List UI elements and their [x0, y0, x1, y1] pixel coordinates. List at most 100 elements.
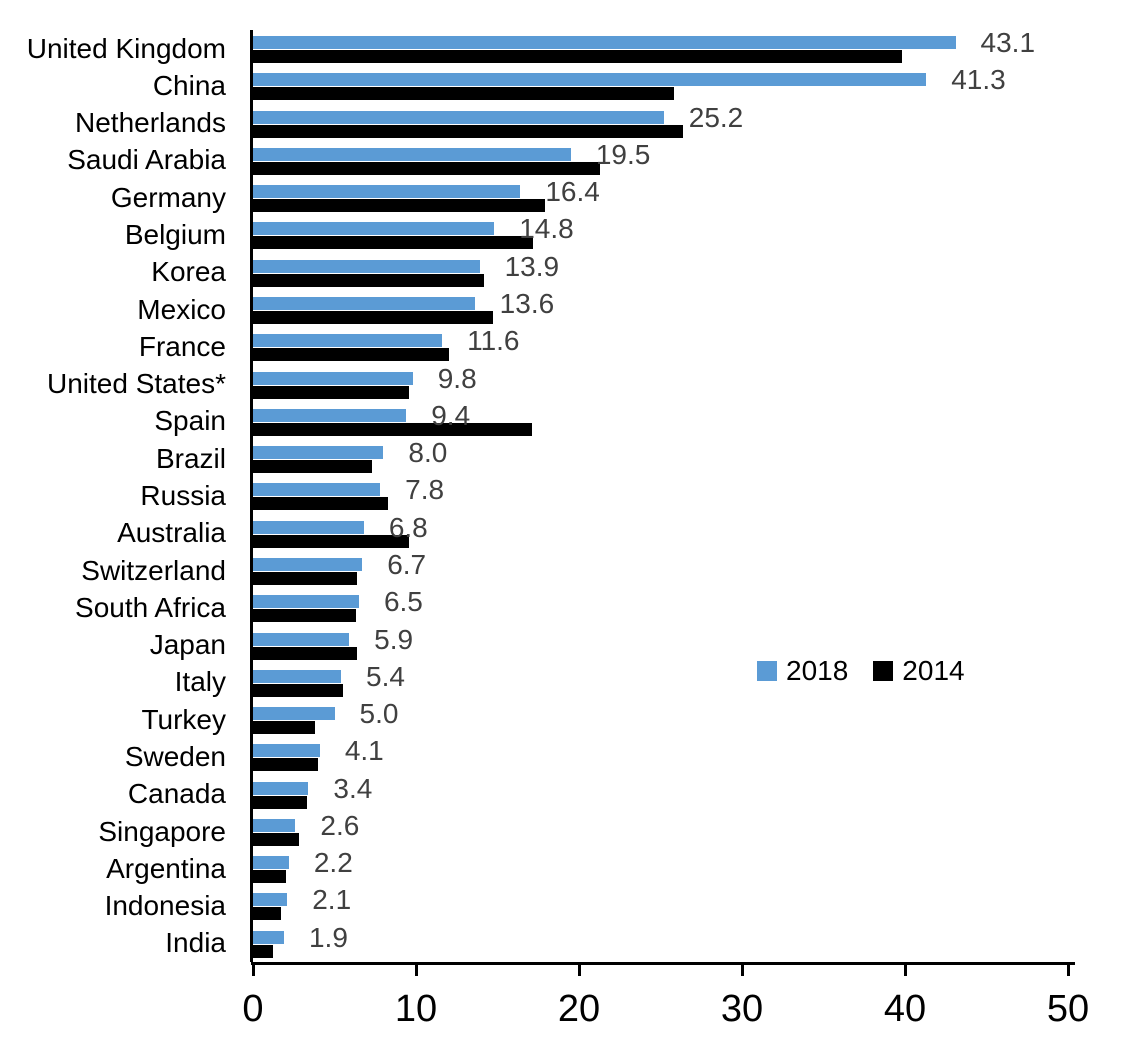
chart-row: Sweden 4.1 — [0, 735, 1068, 776]
category-label: Indonesia — [104, 890, 226, 922]
bar-2014 — [253, 310, 493, 324]
bar-track: 3.4 — [250, 773, 1068, 813]
bar-track: 4.1 — [250, 735, 1068, 776]
bar-2018 — [253, 408, 407, 422]
bar-2018 — [253, 110, 664, 124]
chart-row: Russia 7.8 — [0, 475, 1068, 515]
bar-2014 — [253, 795, 307, 809]
bar-2014 — [253, 124, 684, 138]
legend-swatch-2018-icon — [757, 661, 777, 681]
category-label: Spain — [154, 405, 226, 437]
chart-row: Spain 9.4 — [0, 400, 1068, 441]
value-label: 11.6 — [467, 325, 520, 357]
value-label: 14.8 — [519, 213, 574, 245]
value-label: 13.6 — [499, 287, 555, 319]
category-label: United Kingdom — [26, 32, 226, 64]
category-label: Saudi Arabia — [67, 144, 226, 176]
plot-rows: United Kingdom 43.1 China 41.3 Netherlands 25… — [0, 28, 1068, 963]
bar-2014 — [253, 422, 532, 436]
value-label: 4.1 — [344, 735, 384, 767]
category-label: France — [138, 330, 226, 362]
category-label: Belgium — [124, 219, 226, 251]
bar-2014 — [253, 236, 534, 250]
bar-track: 25.2 — [250, 101, 1068, 142]
category-label: Australia — [117, 517, 226, 549]
bar-track: 13.9 — [250, 251, 1068, 291]
bar-2014 — [253, 944, 273, 958]
bar-track: 11.6 — [250, 325, 1068, 366]
bar-2018 — [253, 222, 495, 236]
category-label: Switzerland — [81, 554, 226, 586]
bar-2018 — [253, 334, 443, 348]
bar-2014 — [253, 497, 389, 511]
bar-track: 9.4 — [250, 400, 1068, 441]
bar-2018 — [253, 557, 363, 571]
category-label: Russia — [140, 480, 226, 512]
chart-row: Netherlands 25.2 — [0, 101, 1068, 142]
category-label: China — [152, 69, 226, 101]
bar-2014 — [253, 907, 281, 921]
chart-row: Germany 16.4 — [0, 177, 1068, 217]
category-label: Italy — [174, 666, 226, 698]
legend-item-2018: 2018 — [757, 657, 848, 685]
bar-track: 19.5 — [250, 139, 1068, 180]
bar-track: 2.1 — [250, 885, 1068, 925]
chart-row: South Africa 6.5 — [0, 586, 1068, 627]
value-label: 2.2 — [313, 847, 353, 879]
chart-row: Australia 6.8 — [0, 511, 1068, 552]
bar-track: 13.6 — [250, 287, 1068, 329]
bar-2018 — [253, 296, 475, 310]
value-label: 5.0 — [359, 698, 399, 730]
value-label: 6.5 — [383, 586, 423, 618]
bar-2018 — [253, 669, 342, 683]
bar-2014 — [253, 832, 299, 846]
value-label: 6.8 — [388, 511, 428, 543]
bar-2018 — [253, 707, 335, 721]
bar-2014 — [253, 87, 674, 101]
chart-row: United States* 9.8 — [0, 363, 1068, 403]
bar-2018 — [253, 744, 320, 758]
bar-2014 — [253, 683, 343, 697]
chart-row: Argentina 2.2 — [0, 847, 1068, 888]
bar-track: 7.8 — [250, 475, 1068, 515]
bar-2014 — [253, 609, 356, 623]
bar-2018 — [253, 781, 309, 795]
bar-2014 — [253, 460, 372, 474]
bar-track: 2.6 — [250, 809, 1068, 851]
bar-track: 6.7 — [250, 548, 1068, 590]
bar-track: 16.4 — [250, 177, 1068, 217]
value-label: 6.7 — [387, 548, 427, 580]
chart-row: China 41.3 — [0, 65, 1068, 105]
bar-2014 — [253, 758, 319, 772]
category-label: Japan — [149, 629, 226, 661]
x-tick-mark — [740, 965, 744, 976]
chart-row: Belgium 14.8 — [0, 213, 1068, 254]
x-axis-line — [251, 962, 1075, 965]
value-label: 2.6 — [320, 809, 360, 841]
category-label: Netherlands — [75, 107, 226, 139]
chart-row: France 11.6 — [0, 325, 1068, 366]
legend-item-2014: 2014 — [873, 655, 965, 686]
bar-2018 — [253, 595, 359, 609]
bar-track: 6.5 — [250, 586, 1068, 627]
legend-label-2014: 2014 — [902, 655, 965, 686]
chart-row: Canada 3.4 — [0, 773, 1068, 813]
x-tick-label: 50 — [1046, 988, 1090, 1030]
bar-track: 43.1 — [250, 28, 1068, 68]
category-label: United States* — [47, 368, 226, 400]
bar-2018 — [253, 185, 521, 199]
x-tick-mark — [903, 965, 907, 976]
bar-2018 — [253, 36, 956, 49]
value-label: 25.2 — [688, 101, 744, 133]
category-label: South Africa — [75, 591, 226, 623]
bar-2014 — [253, 161, 601, 175]
bar-track: 2.2 — [250, 847, 1068, 888]
bar-2018 — [253, 818, 296, 832]
bar-2018 — [253, 259, 480, 273]
chart-row: India 1.9 — [0, 922, 1068, 963]
chart-row: Brazil 8.0 — [0, 438, 1068, 478]
chart-row: Mexico 13.6 — [0, 287, 1068, 329]
bar-2014 — [253, 571, 358, 585]
bar-2018 — [253, 893, 288, 907]
